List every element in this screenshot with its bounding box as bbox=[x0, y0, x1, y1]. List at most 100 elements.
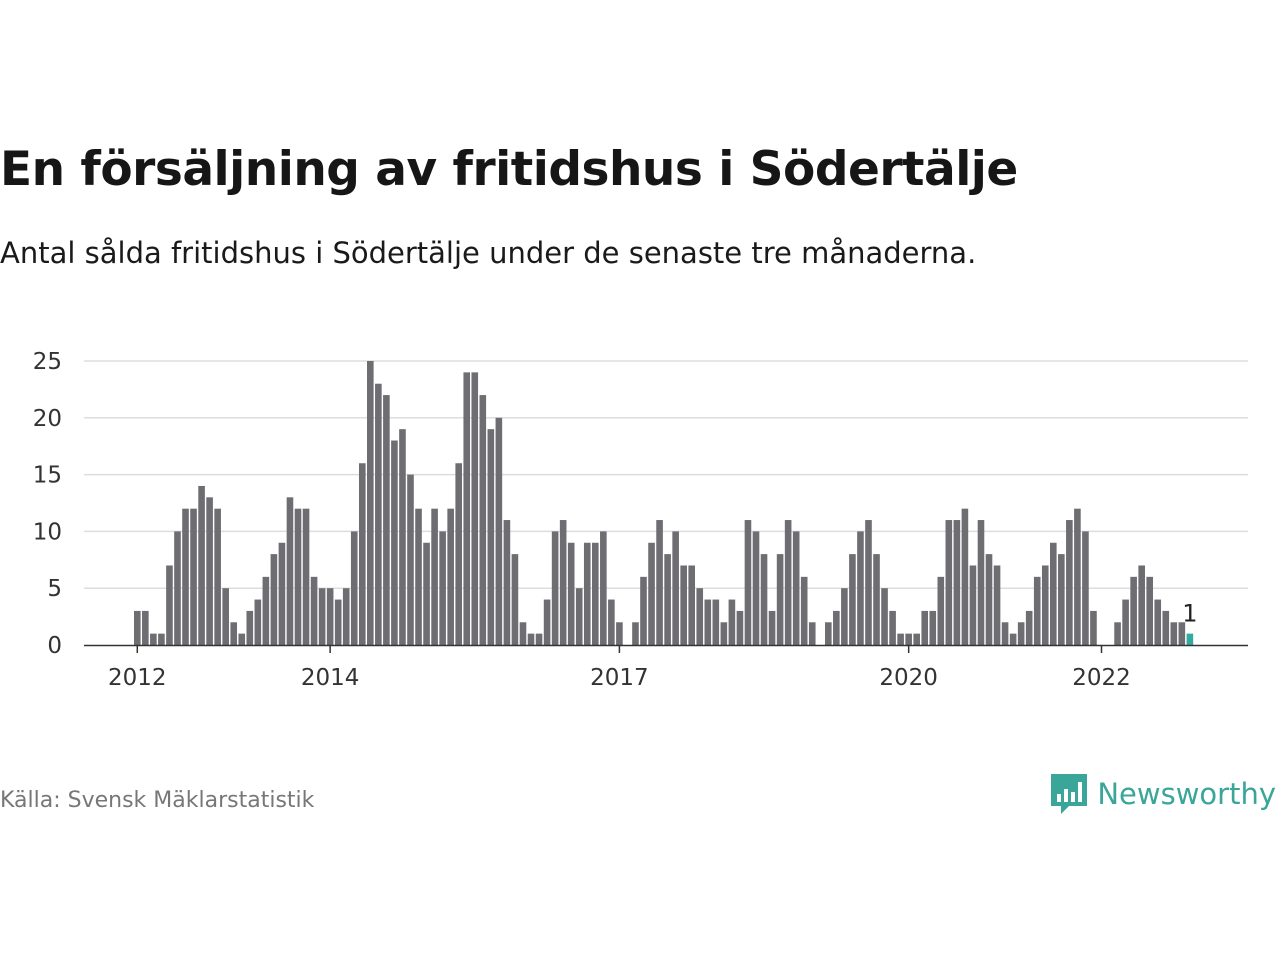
bar bbox=[182, 508, 189, 645]
bar bbox=[190, 508, 197, 645]
bar bbox=[1162, 610, 1170, 645]
bar bbox=[768, 610, 776, 645]
bar bbox=[792, 531, 800, 645]
y-tick-label: 15 bbox=[33, 463, 62, 489]
bar bbox=[913, 633, 920, 645]
source-note: Källa: Svensk Mäklarstatistik bbox=[0, 788, 315, 813]
bar bbox=[407, 474, 414, 645]
bar bbox=[174, 531, 181, 645]
bar bbox=[656, 520, 663, 645]
chart-subtitle: Antal sålda fritidshus i Södertälje unde… bbox=[0, 236, 977, 270]
bar bbox=[503, 520, 511, 645]
bar bbox=[608, 599, 615, 645]
bar bbox=[784, 520, 792, 645]
bar bbox=[222, 588, 229, 645]
bar bbox=[857, 531, 864, 645]
bar bbox=[1033, 576, 1041, 645]
bar bbox=[551, 531, 559, 645]
bar bbox=[945, 520, 953, 645]
bar bbox=[302, 508, 310, 645]
bar bbox=[1082, 531, 1089, 645]
bar bbox=[198, 485, 205, 645]
bar bbox=[535, 633, 543, 645]
y-tick-label: 5 bbox=[47, 576, 62, 602]
bar bbox=[905, 633, 912, 645]
bar bbox=[969, 565, 977, 645]
bar bbox=[921, 610, 929, 645]
chart-title: En försäljning av fritidshus i Södertälj… bbox=[0, 142, 1018, 197]
bar bbox=[463, 372, 471, 645]
bar bbox=[206, 497, 213, 645]
bar bbox=[592, 542, 599, 645]
bar bbox=[134, 610, 141, 645]
y-tick-label: 25 bbox=[33, 349, 62, 375]
y-tick-label: 10 bbox=[33, 519, 62, 545]
bar bbox=[985, 554, 993, 645]
bar bbox=[399, 429, 406, 645]
bar bbox=[977, 520, 985, 645]
bar bbox=[495, 417, 503, 645]
bar bbox=[583, 542, 591, 645]
bar bbox=[849, 554, 856, 645]
bar bbox=[246, 610, 254, 645]
x-tick-label: 2022 bbox=[1072, 665, 1131, 691]
bar bbox=[415, 508, 422, 645]
bar bbox=[1025, 610, 1033, 645]
bar bbox=[262, 576, 270, 645]
bar bbox=[158, 633, 165, 645]
bar bbox=[342, 588, 350, 645]
bar bbox=[760, 554, 768, 645]
bar bbox=[326, 588, 334, 645]
bar bbox=[511, 554, 519, 645]
bar bbox=[736, 610, 744, 645]
bar bbox=[254, 599, 262, 645]
bar bbox=[800, 576, 808, 645]
bar bbox=[575, 588, 583, 645]
bar bbox=[1138, 565, 1145, 645]
annotations: 1 bbox=[1182, 600, 1197, 628]
bar bbox=[600, 531, 607, 645]
bar bbox=[166, 565, 173, 645]
brand-logo[interactable]: Newsworthy bbox=[1049, 772, 1276, 816]
bar bbox=[270, 554, 278, 645]
bar bbox=[278, 542, 286, 645]
bar-chart: 0 5 10 15 20 25 2012 2014 2017 2020 2022 1 bbox=[33, 349, 1248, 691]
bar bbox=[1009, 633, 1017, 645]
y-tick-label: 20 bbox=[33, 406, 62, 432]
bar bbox=[865, 520, 872, 645]
bar bbox=[1058, 554, 1065, 645]
bar bbox=[704, 599, 712, 645]
bar bbox=[543, 599, 551, 645]
bar bbox=[1074, 508, 1081, 645]
bar bbox=[873, 554, 880, 645]
bar bbox=[1049, 542, 1057, 645]
bar bbox=[375, 383, 382, 645]
bar bbox=[993, 565, 1001, 645]
bar bbox=[334, 599, 342, 645]
bar bbox=[664, 554, 671, 645]
bar bbox=[897, 633, 904, 645]
y-axis-ticks: 0 5 10 15 20 25 bbox=[33, 349, 62, 659]
bar bbox=[720, 622, 728, 645]
bar bbox=[1041, 565, 1049, 645]
x-tick-label: 2014 bbox=[301, 665, 360, 691]
bar bbox=[423, 542, 430, 645]
bar bbox=[672, 531, 679, 645]
bar bbox=[1114, 622, 1121, 645]
bar bbox=[1017, 622, 1025, 645]
y-tick-label: 0 bbox=[47, 633, 62, 659]
bar bbox=[447, 508, 454, 645]
bar bbox=[1066, 520, 1073, 645]
bar bbox=[519, 622, 527, 645]
bar bbox=[238, 633, 246, 645]
bar bbox=[471, 372, 479, 645]
bar bbox=[286, 497, 294, 645]
bar bbox=[1001, 622, 1009, 645]
bar bbox=[1090, 610, 1097, 645]
bar bbox=[688, 565, 696, 645]
value-label-latest: 1 bbox=[1182, 600, 1197, 628]
bar bbox=[881, 588, 888, 645]
bar bbox=[559, 520, 567, 645]
bar bbox=[640, 576, 647, 645]
bar bbox=[230, 622, 238, 645]
